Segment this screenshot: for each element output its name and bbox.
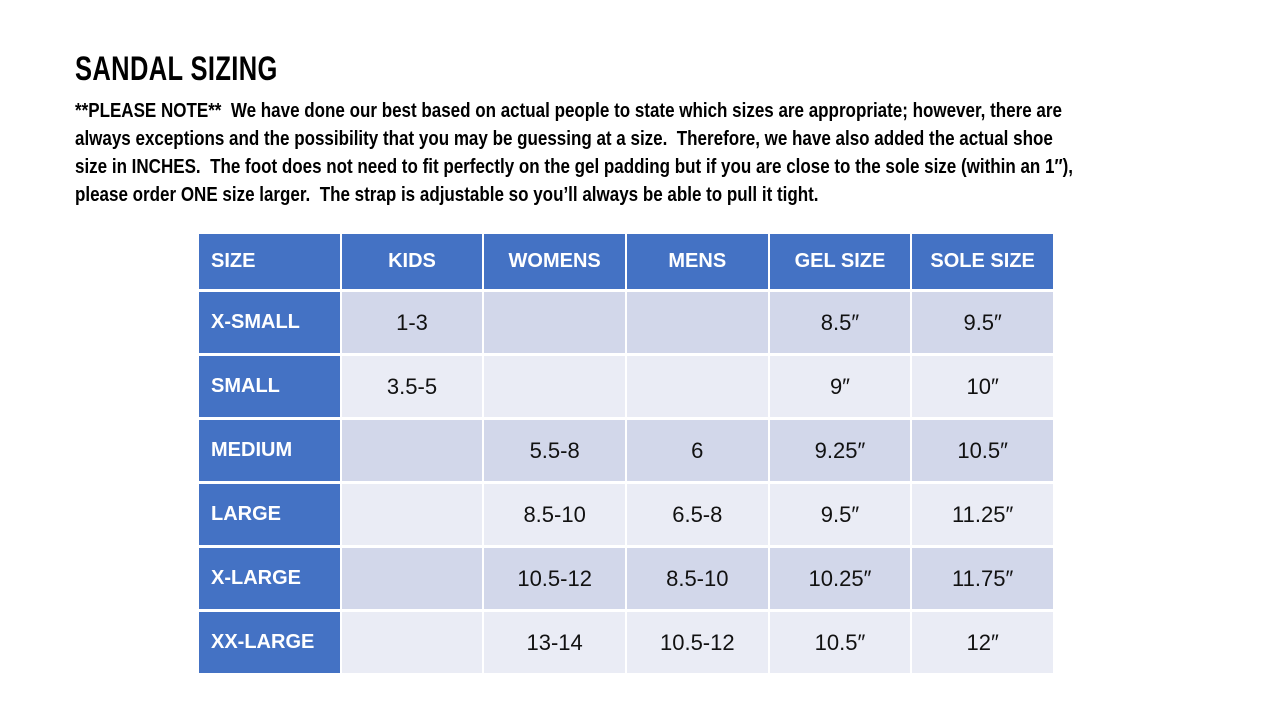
- kids-cell: [339, 481, 485, 548]
- kids-cell: [339, 609, 485, 676]
- header-row: SIZE KIDS WOMENS MENS GEL SIZE SOLE SIZE: [197, 231, 1055, 292]
- table-row: MEDIUM 5.5-8 6 9.25″ 10.5″: [197, 417, 1055, 484]
- column-header-size: SIZE: [197, 231, 342, 292]
- column-header-womens: WOMENS: [482, 231, 627, 292]
- row-label: X-LARGE: [197, 545, 342, 612]
- row-label: LARGE: [197, 481, 342, 548]
- mens-cell: 8.5-10: [624, 545, 770, 612]
- sole-size-cell: 9.5″: [910, 289, 1055, 356]
- kids-cell: [339, 417, 485, 484]
- womens-cell: 10.5-12: [482, 545, 627, 612]
- sizing-table: SIZE KIDS WOMENS MENS GEL SIZE SOLE SIZE…: [197, 231, 1055, 676]
- note-line: please order ONE size larger. The strap …: [75, 184, 819, 206]
- womens-cell: [482, 289, 627, 356]
- gel-size-cell: 9.25″: [767, 417, 913, 484]
- note-line: size in INCHES. The foot does not need t…: [75, 156, 1074, 178]
- gel-size-cell: 8.5″: [767, 289, 913, 356]
- table-row: XX-LARGE 13-14 10.5-12 10.5″ 12″: [197, 609, 1055, 676]
- note-paragraph: **PLEASE NOTE** We have done our best ba…: [75, 97, 1249, 209]
- sole-size-cell: 10″: [910, 353, 1055, 420]
- column-header-sole-size: SOLE SIZE: [910, 231, 1055, 292]
- womens-cell: 13-14: [482, 609, 627, 676]
- note-line: **PLEASE NOTE** We have done our best ba…: [75, 100, 1062, 122]
- sole-size-cell: 11.75″: [910, 545, 1055, 612]
- gel-size-cell: 10.5″: [767, 609, 913, 676]
- row-label: SMALL: [197, 353, 342, 420]
- mens-cell: 6: [624, 417, 770, 484]
- mens-cell: 10.5-12: [624, 609, 770, 676]
- mens-cell: [624, 353, 770, 420]
- sole-size-cell: 10.5″: [910, 417, 1055, 484]
- mens-cell: [624, 289, 770, 356]
- column-header-mens: MENS: [624, 231, 770, 292]
- mens-cell: 6.5-8: [624, 481, 770, 548]
- womens-cell: 5.5-8: [482, 417, 627, 484]
- row-label: X-SMALL: [197, 289, 342, 356]
- table-row: LARGE 8.5-10 6.5-8 9.5″ 11.25″: [197, 481, 1055, 548]
- kids-cell: 1-3: [339, 289, 485, 356]
- table-row: X-SMALL 1-3 8.5″ 9.5″: [197, 289, 1055, 356]
- womens-cell: [482, 353, 627, 420]
- kids-cell: 3.5-5: [339, 353, 485, 420]
- gel-size-cell: 10.25″: [767, 545, 913, 612]
- column-header-gel-size: GEL SIZE: [767, 231, 913, 292]
- womens-cell: 8.5-10: [482, 481, 627, 548]
- sole-size-cell: 12″: [910, 609, 1055, 676]
- column-header-kids: KIDS: [339, 231, 485, 292]
- sole-size-cell: 11.25″: [910, 481, 1055, 548]
- page-title: SANDAL SIZING: [75, 50, 278, 88]
- note-line: always exceptions and the possibility th…: [75, 128, 1053, 150]
- kids-cell: [339, 545, 485, 612]
- row-label: XX-LARGE: [197, 609, 342, 676]
- table-row: SMALL 3.5-5 9″ 10″: [197, 353, 1055, 420]
- row-label: MEDIUM: [197, 417, 342, 484]
- gel-size-cell: 9.5″: [767, 481, 913, 548]
- table-row: X-LARGE 10.5-12 8.5-10 10.25″ 11.75″: [197, 545, 1055, 612]
- gel-size-cell: 9″: [767, 353, 913, 420]
